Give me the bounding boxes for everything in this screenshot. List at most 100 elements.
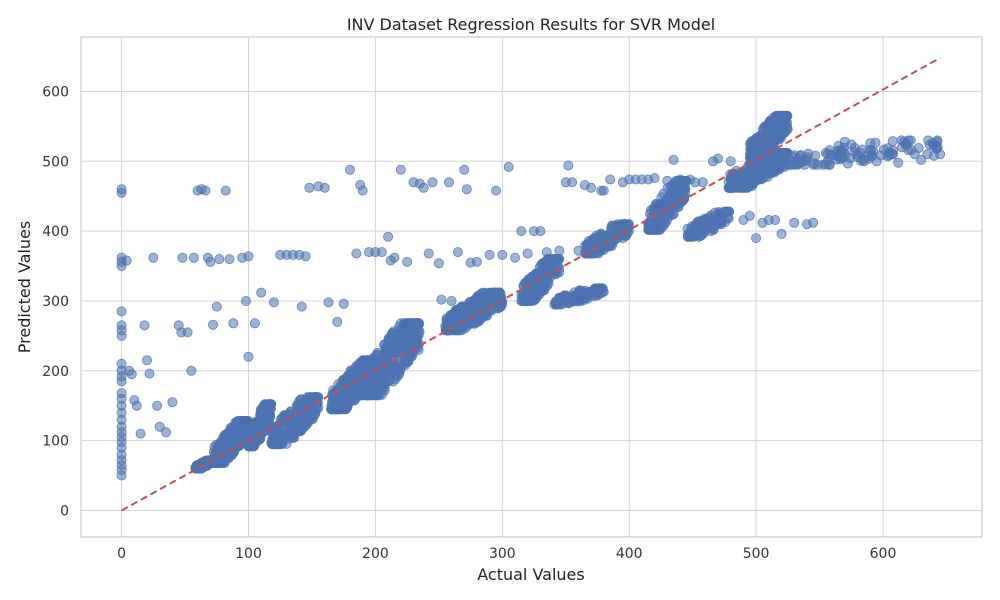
data-point (167, 397, 178, 408)
data-point (774, 164, 785, 175)
data-point (554, 245, 565, 256)
data-point (406, 328, 417, 339)
data-point (884, 147, 895, 158)
y-axis-title: Predicted Values (15, 221, 34, 353)
data-point (144, 368, 155, 379)
data-point (207, 319, 218, 330)
x-tick-label: 300 (489, 546, 516, 562)
data-point (443, 177, 454, 188)
data-points (116, 110, 946, 481)
data-point (605, 174, 616, 185)
data-point (780, 126, 791, 137)
y-tick-labels: 0 100 200 300 400 500 600 (42, 84, 69, 519)
data-point (402, 256, 413, 267)
data-point (116, 306, 127, 317)
data-point (296, 301, 307, 312)
x-tick-labels: 0 100 200 300 400 500 600 (117, 546, 896, 562)
data-point (211, 301, 222, 312)
data-point (256, 287, 267, 298)
data-point (376, 247, 387, 258)
data-point (135, 428, 146, 439)
data-point (649, 173, 660, 184)
data-point (748, 177, 759, 188)
data-point (389, 252, 400, 263)
data-point (232, 418, 243, 429)
data-point (605, 238, 616, 249)
data-point (380, 368, 391, 379)
data-point (326, 404, 337, 415)
data-point (541, 247, 552, 258)
data-point (186, 365, 197, 376)
data-point (248, 418, 259, 429)
data-point (452, 247, 463, 258)
data-point (211, 449, 222, 460)
x-tick-label: 0 (117, 546, 126, 562)
y-tick-label: 500 (42, 154, 69, 170)
data-point (675, 186, 686, 197)
data-point (200, 185, 211, 196)
data-point (394, 368, 405, 379)
data-point (177, 252, 188, 263)
data-point (459, 164, 470, 175)
data-point (188, 252, 199, 263)
x-tick-label: 600 (870, 546, 897, 562)
data-point (243, 251, 254, 262)
data-point (785, 159, 796, 170)
y-tick-label: 100 (42, 434, 69, 450)
x-tick-label: 400 (616, 546, 643, 562)
data-point (313, 392, 324, 403)
data-point (300, 251, 311, 262)
data-point (383, 231, 394, 242)
data-point (522, 248, 533, 259)
data-point (418, 182, 429, 193)
data-point (456, 302, 467, 313)
data-point (799, 159, 810, 170)
data-point (295, 417, 306, 428)
data-point (116, 376, 127, 387)
data-point (550, 296, 561, 307)
data-point (436, 294, 447, 305)
data-point (767, 134, 778, 145)
data-point (139, 320, 150, 331)
data-point (412, 318, 423, 329)
data-point (121, 255, 132, 266)
ideal-fit-line (121, 57, 941, 512)
data-point (228, 318, 239, 329)
data-point (697, 177, 708, 188)
data-point (598, 185, 609, 196)
data-point (116, 187, 127, 198)
x-gridlines (121, 37, 884, 537)
data-point (590, 283, 601, 294)
data-point (471, 256, 482, 267)
data-point (160, 427, 171, 438)
x-tick-label: 100 (235, 546, 262, 562)
data-point (519, 292, 530, 303)
data-point (780, 110, 791, 121)
x-axis-title: Actual Values (477, 565, 584, 584)
data-point (148, 252, 159, 263)
data-point (773, 149, 784, 160)
data-point (618, 219, 629, 230)
data-point (249, 318, 260, 329)
data-point (240, 295, 251, 306)
data-point (332, 316, 343, 327)
data-point (808, 217, 819, 228)
data-point (927, 137, 938, 148)
data-point (396, 331, 407, 342)
data-point (574, 285, 585, 296)
data-point (692, 225, 703, 236)
data-point (471, 317, 482, 328)
data-point (423, 248, 434, 259)
data-point (268, 297, 279, 308)
data-point (663, 195, 674, 206)
data-point (182, 327, 193, 338)
data-point (789, 217, 800, 228)
data-point (433, 258, 444, 269)
data-point (384, 347, 395, 358)
data-point (490, 185, 501, 196)
data-point (586, 182, 597, 193)
data-point (374, 380, 385, 391)
data-point (563, 160, 574, 171)
data-point (245, 429, 256, 440)
data-point (751, 233, 762, 244)
